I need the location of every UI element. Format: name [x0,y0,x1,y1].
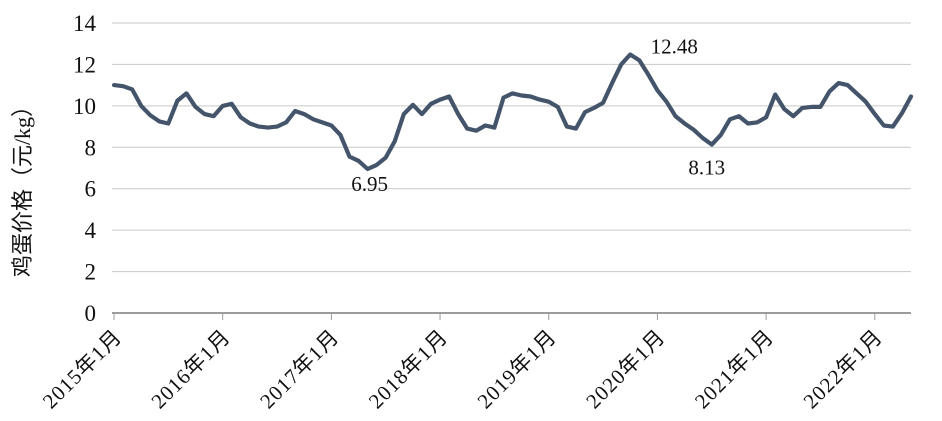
x-tick-label-2020: 2020年1月 [581,325,670,414]
x-tick-label-2022: 2022年1月 [799,325,888,414]
annotation-8.13: 8.13 [688,156,725,180]
y-tick-label-4: 4 [85,218,97,243]
x-tick-label-2018: 2018年1月 [364,325,453,414]
price-line-series [111,52,914,172]
price-line [111,52,914,172]
y-tick-label-10: 10 [73,94,96,119]
y-tick-label-14: 14 [73,11,97,36]
y-tick-label-0: 0 [85,301,97,326]
annotation-6.95: 6.95 [351,172,388,196]
x-tick-label-2017: 2017年1月 [255,325,344,414]
x-axis-tick-labels: 2015年1月 2016年1月 2017年1月 2018年1月 2019年1月 2020年… [38,325,888,414]
x-tick-label-2016: 2016年1月 [146,325,235,414]
gridlines [112,22,911,314]
x-axis-ticks [113,313,876,320]
y-tick-label-6: 6 [85,177,97,202]
annotation-12.48: 12.48 [651,34,698,58]
data-annotations: 6.95 12.48 8.13 [351,34,725,196]
y-tick-label-8: 8 [85,135,97,160]
y-axis-tick-labels: 0 2 4 6 8 10 12 14 [73,11,97,326]
x-tick-label-2021: 2021年1月 [690,325,779,414]
x-tick-label-2015: 2015年1月 [38,325,127,414]
y-tick-label-12: 12 [73,52,96,77]
y-tick-label-2: 2 [85,260,97,285]
x-tick-label-2019: 2019年1月 [473,325,562,414]
y-axis-title: 鸡蛋价格（元/kg） [10,95,35,277]
